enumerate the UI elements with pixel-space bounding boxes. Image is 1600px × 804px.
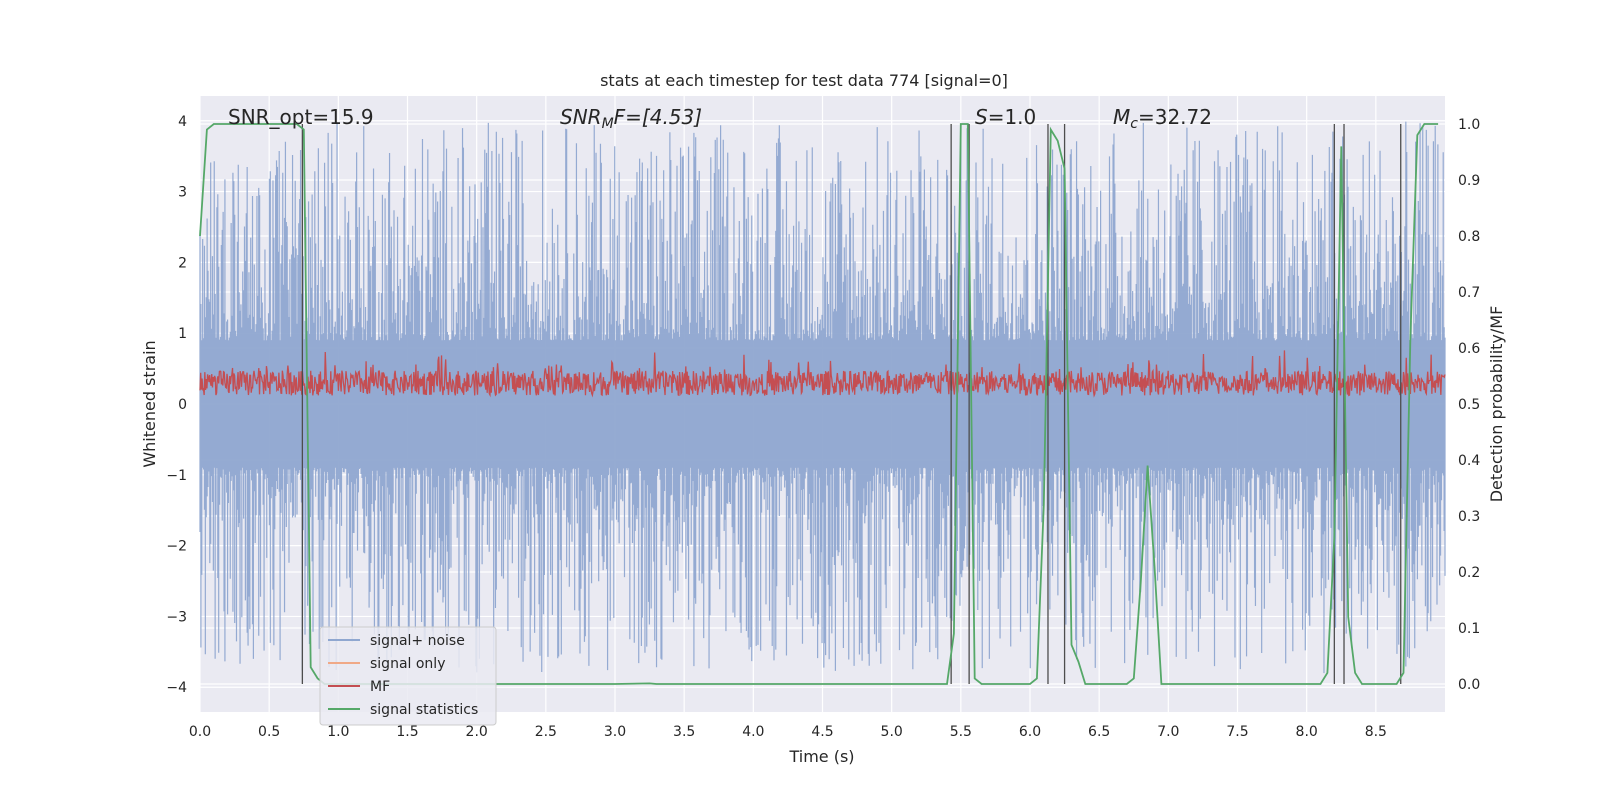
legend-label-mf: MF: [370, 679, 390, 695]
mc-sub: c: [1130, 116, 1138, 132]
y-left-tick-label: 0: [178, 397, 187, 413]
y-left-tick-label: −2: [166, 539, 187, 555]
mf-line: [199, 350, 1446, 398]
y-left-tick-label: −1: [166, 468, 187, 484]
snr-mf-annotation: SNRMF=[4.53]: [560, 105, 702, 132]
x-tick-label: 8.5: [1365, 724, 1387, 740]
s-base: S: [975, 105, 988, 129]
x-axis-label: Time (s): [788, 747, 854, 766]
y-right-tick-label: 0.5: [1458, 397, 1480, 413]
mf-series: [199, 350, 1446, 398]
y-left-axis-ticks: 4 3 2 1 0 −1 −2 −3 −4: [166, 114, 187, 696]
y-right-tick-label: 0.7: [1458, 285, 1480, 301]
legend-label-signal-only: signal only: [370, 656, 445, 672]
x-tick-label: 6.0: [1019, 724, 1041, 740]
snr-mf-base: SNR: [560, 105, 602, 129]
x-tick-label: 0.0: [189, 724, 211, 740]
y-left-tick-label: 3: [178, 185, 187, 201]
y-left-axis-label: Whitened strain: [140, 340, 159, 467]
y-left-tick-label: 2: [178, 255, 187, 271]
signal-statistics-series: [199, 123, 1439, 685]
x-tick-label: 1.0: [327, 724, 349, 740]
x-tick-label: 4.0: [742, 724, 764, 740]
y-right-tick-label: 0.3: [1458, 509, 1480, 525]
detection-markers: [301, 124, 1402, 684]
y-right-tick-label: 0.0: [1458, 677, 1480, 693]
x-tick-label: 3.0: [604, 724, 626, 740]
legend-box: [319, 626, 497, 726]
legend-label-signal-noise: signal+ noise: [370, 633, 465, 649]
legend: signal+ noise signal only MF signal stat…: [319, 626, 497, 726]
y-right-tick-label: 0.4: [1458, 453, 1480, 469]
mc-annotation: Mc=32.72: [1113, 105, 1212, 132]
x-tick-label: 1.5: [396, 724, 418, 740]
y-left-tick-label: −3: [166, 609, 187, 625]
mc-base: M: [1113, 105, 1130, 129]
y-left-tick-label: 1: [178, 326, 187, 342]
mc-rest: =32.72: [1138, 105, 1212, 129]
s-annotation: S=1.0: [975, 105, 1036, 129]
y-right-tick-label: 0.8: [1458, 229, 1480, 245]
y-right-tick-label: 1.0: [1458, 117, 1480, 133]
y-right-axis-label: Detection probability/MF: [1487, 306, 1506, 503]
x-tick-label: 0.5: [258, 724, 280, 740]
x-axis-ticks: 0.0 0.5 1.0 1.5 2.0 2.5 3.0 3.5 4.0 4.5 5.0 5.5 6.0 6…: [189, 724, 1387, 740]
y-right-tick-label: 0.9: [1458, 173, 1480, 189]
snr-mf-rest: F=[4.53]: [614, 105, 702, 129]
x-tick-label: 7.0: [1157, 724, 1179, 740]
y-left-tick-label: 4: [178, 114, 187, 130]
y-right-tick-label: 0.2: [1458, 565, 1480, 581]
x-tick-label: 8.0: [1296, 724, 1318, 740]
snr-mf-sub: M: [602, 116, 614, 132]
x-tick-label: 5.0: [881, 724, 903, 740]
chart-title: stats at each timestep for test data 774…: [600, 71, 1008, 90]
y-left-tick-label: −4: [166, 680, 187, 696]
x-tick-label: 2.5: [535, 724, 557, 740]
s-rest: =1.0: [988, 105, 1037, 129]
snr-opt-annotation: SNR_opt=15.9: [228, 105, 374, 129]
x-tick-label: 4.5: [811, 724, 833, 740]
x-tick-label: 2.0: [466, 724, 488, 740]
legend-label-signal-statistics: signal statistics: [370, 702, 478, 718]
signal-statistics-line: [199, 123, 1439, 685]
y-right-tick-label: 0.6: [1458, 341, 1480, 357]
x-tick-label: 6.5: [1088, 724, 1110, 740]
x-tick-label: 7.5: [1226, 724, 1248, 740]
y-right-tick-label: 0.1: [1458, 621, 1480, 637]
y-right-axis-ticks: 1.0 0.9 0.8 0.7 0.6 0.5 0.4 0.3 0.2 0.1 0.0: [1458, 117, 1480, 693]
x-tick-label: 5.5: [950, 724, 972, 740]
x-tick-label: 3.5: [673, 724, 695, 740]
